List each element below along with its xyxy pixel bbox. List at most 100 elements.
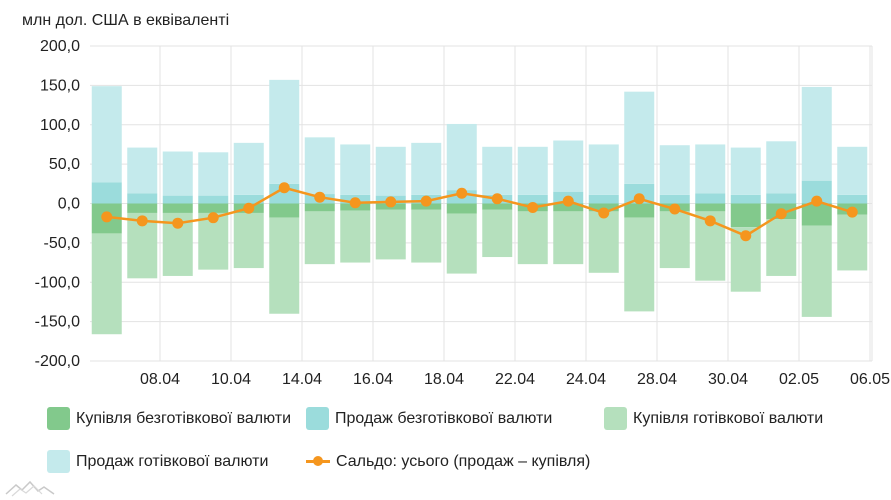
balance-point [207, 212, 219, 224]
legend-item-buy-cashless[interactable]: Купівля безготівкової валюти [47, 407, 291, 430]
balance-point [456, 187, 468, 199]
bar-sell-cash [801, 86, 832, 181]
x-tick-label: 28.04 [637, 371, 677, 388]
x-axis-labels: 08.04 10.04 14.04 16.04 18.04 22.04 24.04 28.04… [140, 371, 890, 388]
legend-item-buy-cash[interactable]: Купівля готівкової валюти [604, 407, 823, 430]
balance-point [811, 195, 823, 207]
bar-buy-cash [233, 212, 264, 269]
bar-buy-cash [517, 211, 548, 265]
bar-buy-cash [766, 219, 797, 276]
balance-point [633, 193, 645, 205]
bar-sell-cash [730, 147, 761, 195]
bar-sell-cash [766, 141, 797, 194]
bar-buy-cash [269, 217, 300, 314]
x-tick-label: 30.04 [708, 371, 748, 388]
y-tick-label: 200,0 [40, 38, 80, 55]
bar-sell-cash [304, 137, 335, 195]
y-tick-label: 50,0 [49, 156, 80, 173]
bar-sell-cash [162, 151, 193, 196]
bar-sell-cashless [730, 194, 761, 204]
bar-sell-cashless [588, 194, 619, 204]
bar-sell-cashless [517, 194, 548, 204]
bar-sell-cash [517, 146, 548, 195]
bar-buy-cash [304, 211, 335, 265]
x-tick-label: 14.04 [282, 371, 322, 388]
y-axis-labels: -200,0 -150,0 -100,0 -50,0 0,0 50,0 100,0 150,0… [35, 38, 80, 370]
legend-label-buy-cash: Купівля готівкової валюти [633, 409, 824, 427]
balance-point [314, 191, 326, 203]
bar-sell-cash [695, 144, 726, 194]
x-tick-label: 10.04 [211, 371, 251, 388]
bar-sell-cash [340, 144, 371, 195]
y-tick-label: 150,0 [40, 77, 80, 94]
balance-point [491, 193, 503, 205]
balance-point [740, 230, 752, 242]
bar-buy-cash [801, 225, 832, 317]
x-tick-label: 08.04 [140, 371, 180, 388]
y-tick-label: -50,0 [44, 235, 81, 252]
y-tick-label: -150,0 [35, 314, 80, 331]
bar-sell-cash [198, 152, 229, 196]
bar-buy-cashless [269, 203, 300, 218]
legend-swatch-balance [306, 450, 330, 473]
bar-sell-cash [411, 142, 442, 195]
balance-point [775, 208, 787, 220]
balance-point [704, 215, 716, 227]
legend-label-buy-cashless: Купівля безготівкової валюти [76, 409, 292, 427]
bar-sell-cash [375, 146, 406, 196]
bar-buy-cashless [411, 203, 442, 210]
balance-point [278, 182, 290, 194]
balance-point [598, 207, 610, 219]
bar-sell-cash [269, 79, 300, 184]
legend-item-balance[interactable]: Сальдо: усього (продаж – купівля) [306, 450, 590, 473]
legend-label-balance: Сальдо: усього (продаж – купівля) [336, 452, 591, 470]
bar-buy-cashless [624, 203, 655, 218]
watermark-logo-icon [5, 480, 55, 497]
bar-buy-cash [624, 217, 655, 312]
bar-sell-cash [588, 144, 619, 195]
legend-label-sell-cashless: Продаж безготівкової валюти [335, 409, 553, 427]
bar-buy-cash [659, 211, 690, 269]
legend-item-sell-cashless[interactable]: Продаж безготівкової валюти [306, 407, 552, 430]
balance-point [172, 217, 184, 229]
y-tick-label: 0,0 [58, 196, 80, 213]
bar-sell-cashless [801, 180, 832, 204]
bar-buy-cashless [446, 203, 477, 214]
balance-line [106, 186, 853, 238]
bar-buy-cash [446, 213, 477, 274]
legend-swatch-buy-cash [604, 407, 627, 430]
legend-swatch-buy-cashless [47, 407, 70, 430]
bar-sell-cash [837, 146, 868, 195]
bar-sell-cash [91, 86, 122, 183]
bar-buy-cash [340, 210, 371, 263]
balance-point [101, 211, 113, 223]
bar-buy-cash [482, 209, 513, 258]
balance-point [136, 215, 148, 227]
bar-sell-cashless [659, 194, 690, 204]
bar-sell-cashless [695, 193, 726, 204]
legend-label-sell-cash: Продаж готівкової валюти [76, 452, 269, 470]
bar-sell-cashless [91, 182, 122, 204]
bars [91, 79, 868, 335]
bar-buy-cash [91, 233, 122, 335]
bar-sell-cash [446, 123, 477, 191]
y-tick-label: -100,0 [35, 274, 80, 291]
bar-buy-cash [411, 209, 442, 263]
x-tick-label: 24.04 [566, 371, 606, 388]
balance-point [420, 195, 432, 207]
y-tick-label: 100,0 [40, 117, 80, 134]
bar-buy-cashless [588, 203, 619, 212]
legend-item-sell-cash[interactable]: Продаж готівкової валюти [47, 450, 268, 473]
x-tick-label: 02.05 [779, 371, 819, 388]
x-tick-label: 16.04 [353, 371, 393, 388]
balance-point [527, 201, 539, 213]
bar-buy-cashless [482, 203, 513, 210]
bar-sell-cashless [233, 194, 264, 204]
bar-buy-cashless [801, 203, 832, 226]
y-tick-label: -200,0 [35, 353, 80, 370]
bar-sell-cash [553, 140, 584, 192]
bar-buy-cash [375, 209, 406, 260]
legend-swatch-sell-cash [47, 450, 70, 473]
bar-sell-cashless [127, 193, 158, 204]
balance-point [349, 197, 361, 209]
